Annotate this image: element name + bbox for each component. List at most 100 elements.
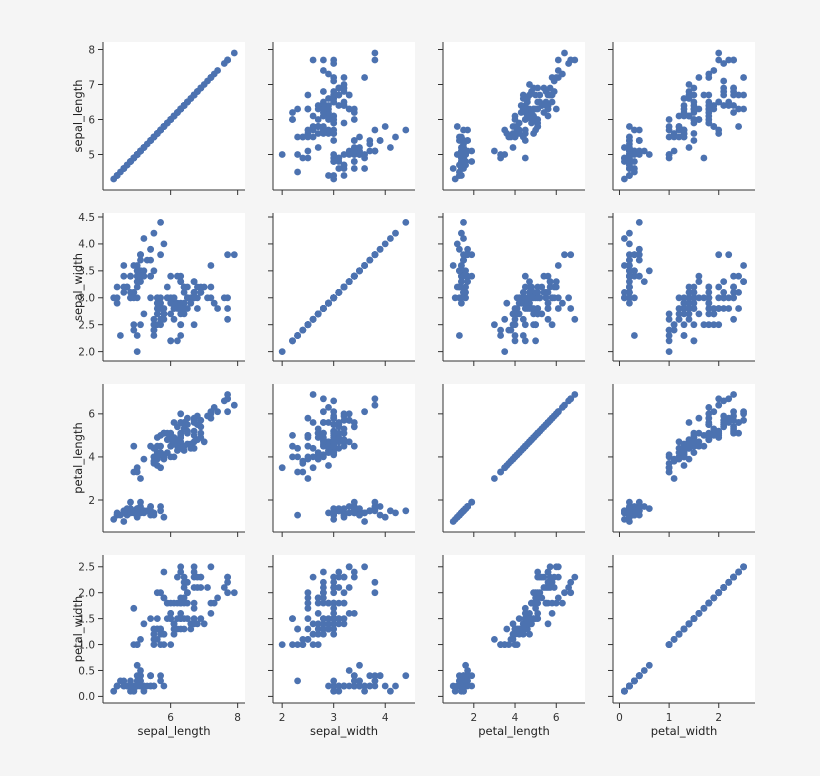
data-point <box>340 172 348 179</box>
data-point <box>720 294 728 302</box>
data-point <box>325 462 332 469</box>
data-point <box>130 687 138 695</box>
data-point <box>150 315 158 323</box>
data-point <box>350 116 358 123</box>
data-point <box>299 133 307 141</box>
data-point <box>685 310 693 318</box>
data-point <box>376 245 384 253</box>
data-point <box>190 416 198 424</box>
data-point <box>462 251 469 259</box>
data-point <box>526 289 533 296</box>
data-point <box>309 123 317 130</box>
data-point <box>511 112 519 120</box>
data-point <box>330 397 338 405</box>
data-point <box>177 305 185 312</box>
data-point <box>371 589 379 597</box>
data-point <box>720 289 728 296</box>
data-point <box>340 74 348 81</box>
data-point <box>540 423 548 431</box>
data-point <box>340 165 348 172</box>
data-point <box>536 98 544 106</box>
data-point <box>402 672 410 680</box>
data-point <box>725 56 733 64</box>
data-point <box>190 289 198 296</box>
data-point <box>335 682 343 690</box>
data-point <box>740 74 747 81</box>
data-point <box>314 455 322 463</box>
data-point <box>330 98 338 106</box>
data-point <box>224 578 232 586</box>
data-point <box>567 251 575 259</box>
data-point <box>735 105 742 113</box>
data-point <box>314 449 322 456</box>
data-point <box>174 337 181 345</box>
data-point <box>540 573 548 581</box>
data-point <box>460 219 467 226</box>
data-point <box>458 278 465 285</box>
data-point <box>685 112 693 120</box>
data-point <box>730 272 737 280</box>
data-point <box>304 432 312 439</box>
data-point <box>685 88 693 95</box>
data-point <box>503 625 511 633</box>
data-point <box>335 444 343 452</box>
data-point <box>392 229 399 237</box>
y-tick-label: 2.5 <box>78 562 95 574</box>
data-point <box>685 419 693 426</box>
data-point <box>519 289 527 296</box>
data-point <box>387 235 394 242</box>
data-point <box>631 168 638 176</box>
panel-petal_width-vs-sepal_width: 2 3 4 sepal_width <box>268 555 415 738</box>
data-point <box>371 251 379 259</box>
data-point <box>371 505 379 512</box>
data-point <box>340 283 348 291</box>
data-point <box>690 283 698 291</box>
data-point <box>294 332 301 339</box>
data-point <box>665 315 673 323</box>
data-point <box>153 305 161 312</box>
data-point <box>150 229 158 237</box>
data-point <box>350 498 358 506</box>
y-tick-label: 7 <box>88 79 95 91</box>
data-point <box>157 294 165 302</box>
data-point <box>626 289 633 296</box>
data-point <box>150 321 158 329</box>
data-point <box>695 294 703 302</box>
data-point <box>184 589 191 597</box>
data-point <box>519 95 527 102</box>
data-point <box>720 423 728 431</box>
y-tick-label: 2.5 <box>78 319 95 331</box>
data-point <box>137 636 144 643</box>
data-point <box>371 677 379 685</box>
data-point <box>501 348 509 355</box>
data-point <box>530 130 537 137</box>
data-point <box>665 151 673 158</box>
data-point <box>631 158 638 165</box>
data-point <box>705 429 713 437</box>
y-tick-label: 4.0 <box>78 239 95 251</box>
data-point <box>314 594 322 602</box>
data-point <box>621 144 628 151</box>
data-point <box>740 563 747 571</box>
data-point <box>157 299 165 307</box>
data-point <box>631 677 638 685</box>
data-point <box>230 589 238 597</box>
data-point <box>526 615 533 622</box>
data-point <box>705 299 713 307</box>
data-point <box>320 419 327 426</box>
data-point <box>160 240 168 248</box>
data-point <box>381 123 389 130</box>
data-point <box>180 573 188 581</box>
data-point <box>631 267 638 275</box>
x-axis-label: sepal_length <box>137 724 210 738</box>
data-point <box>325 126 332 134</box>
data-point <box>335 438 343 446</box>
x-tick-label: 8 <box>234 712 241 724</box>
data-point <box>320 67 327 74</box>
data-point <box>153 130 161 137</box>
data-point <box>458 229 465 237</box>
data-point <box>695 278 703 285</box>
data-point <box>299 468 307 476</box>
data-point <box>224 573 232 581</box>
data-point <box>730 289 737 296</box>
